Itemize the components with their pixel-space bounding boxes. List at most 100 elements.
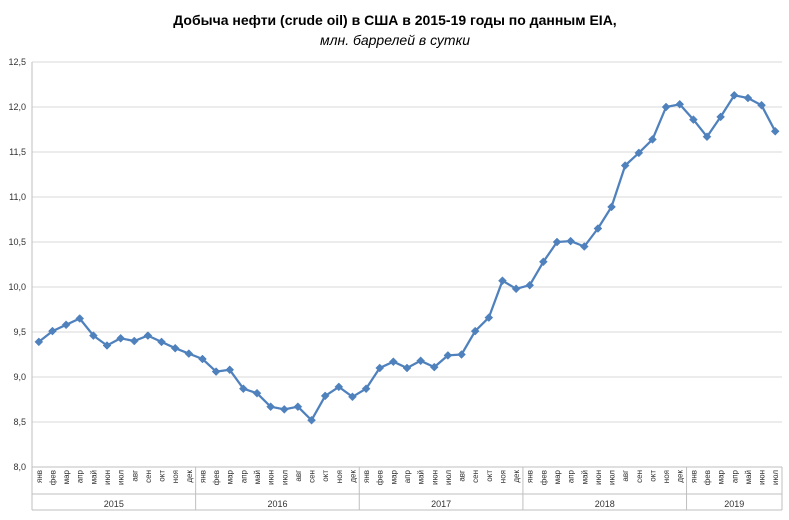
data-point: [375, 363, 385, 373]
year-label: 2019: [724, 499, 744, 509]
data-point: [661, 102, 671, 112]
x-tick-label: сен: [144, 470, 153, 483]
x-tick-label: май: [580, 470, 589, 484]
year-label: 2018: [595, 499, 615, 509]
data-point: [239, 384, 248, 394]
y-tick-label: 8,5: [13, 417, 26, 427]
x-tick-label: окт: [158, 470, 167, 482]
data-point: [484, 313, 494, 322]
y-tick-label: 11,5: [9, 147, 26, 157]
data-point: [307, 415, 316, 425]
y-axis: 8,0 8,5 9,0 9,5 10,0 10,5 11,0 11,5 12,0 12,5: [8, 57, 33, 472]
year-label: 2015: [104, 499, 124, 509]
x-tick-label: мар: [62, 469, 71, 484]
x-tick-label: фев: [703, 470, 712, 485]
x-tick-label: июн: [758, 470, 767, 485]
y-tick-label: 12,0: [8, 102, 26, 112]
data-point: [429, 362, 439, 372]
data-point: [689, 115, 698, 124]
data-point: [648, 135, 657, 144]
data-point: [579, 242, 589, 251]
x-tick-label: фев: [48, 470, 57, 485]
x-tick-label: июл: [444, 470, 453, 485]
data-point: [170, 343, 180, 353]
x-tick-label: дек: [348, 470, 357, 483]
x-tick-label: июн: [267, 470, 276, 485]
data-point: [252, 388, 262, 398]
year-label: 2017: [431, 499, 451, 509]
data-point: [675, 99, 685, 109]
x-tick-label: май: [744, 470, 753, 484]
data-point: [348, 392, 357, 402]
data-point: [129, 336, 139, 346]
x-tick-label: май: [417, 470, 426, 484]
data-point: [593, 224, 603, 233]
x-tick-label: окт: [485, 470, 494, 482]
data-point: [293, 402, 303, 412]
data-point: [389, 357, 398, 367]
data-point: [470, 326, 480, 336]
x-tick-label: мар: [389, 469, 398, 484]
year-label: 2016: [267, 499, 287, 509]
x-tick-label: дек: [676, 470, 685, 483]
x-tick-label: июл: [771, 470, 780, 485]
x-tick-label: янв: [362, 470, 371, 483]
data-point: [61, 320, 71, 330]
x-tick-label: сен: [308, 470, 317, 483]
data-point: [702, 132, 712, 142]
data-point: [729, 90, 739, 100]
x-tick-label: мар: [717, 469, 726, 484]
x-tick-label: авг: [621, 470, 630, 482]
data-point: [157, 337, 166, 347]
data-point: [539, 257, 548, 267]
data-point: [743, 93, 753, 103]
data-point: [266, 402, 275, 412]
y-tick-label: 10,0: [8, 282, 26, 292]
x-tick-label: янв: [526, 470, 535, 483]
data-point: [211, 367, 221, 376]
data-point: [89, 331, 98, 340]
x-tick-label: сен: [635, 470, 644, 483]
x-tick-label: мар: [553, 469, 562, 484]
x-tick-label: июн: [594, 470, 603, 485]
data-point: [770, 126, 780, 136]
x-tick-label: фев: [212, 470, 221, 485]
x-tick-label: ноя: [498, 470, 507, 483]
data-point: [143, 331, 153, 340]
data-point: [457, 350, 466, 359]
data-point: [34, 337, 44, 347]
data-point: [552, 237, 562, 247]
data-point: [634, 148, 644, 158]
data-point: [320, 391, 330, 401]
x-tick-label: апр: [76, 469, 85, 483]
x-tick-label: апр: [403, 469, 412, 483]
x-tick-label: авг: [130, 470, 139, 482]
gridlines: [32, 61, 782, 423]
data-point: [757, 100, 766, 110]
x-tick-label: мар: [226, 469, 235, 484]
x-tick-label: янв: [689, 470, 698, 483]
x-tick-label: апр: [730, 469, 739, 483]
x-tick-label: окт: [321, 470, 330, 482]
x-tick-label: авг: [458, 470, 467, 482]
x-tick-label: июл: [608, 470, 617, 485]
y-tick-label: 9,0: [13, 372, 26, 382]
x-tick-label: фев: [539, 470, 548, 485]
data-point: [498, 276, 507, 286]
x-tick-label: ноя: [335, 470, 344, 483]
data-point: [361, 384, 371, 394]
x-tick-label: апр: [239, 469, 248, 483]
y-tick-label: 8,0: [13, 462, 26, 472]
x-tick-label: дек: [185, 470, 194, 483]
chart-title: Добыча нефти (crude oil) в США в 2015-19…: [173, 12, 616, 28]
y-tick-label: 12,5: [8, 57, 26, 67]
x-tick-label: май: [89, 470, 98, 484]
data-point: [566, 236, 575, 246]
x-axis: янв фев мар апр май июн июл авг сен окт ноя дек2015…: [31, 466, 783, 511]
data-point: [116, 333, 125, 343]
x-tick-label: июн: [430, 470, 439, 485]
x-tick-label: ноя: [662, 470, 671, 483]
x-tick-label: янв: [198, 470, 207, 483]
data-point: [416, 356, 425, 366]
x-tick-label: июн: [103, 470, 112, 485]
